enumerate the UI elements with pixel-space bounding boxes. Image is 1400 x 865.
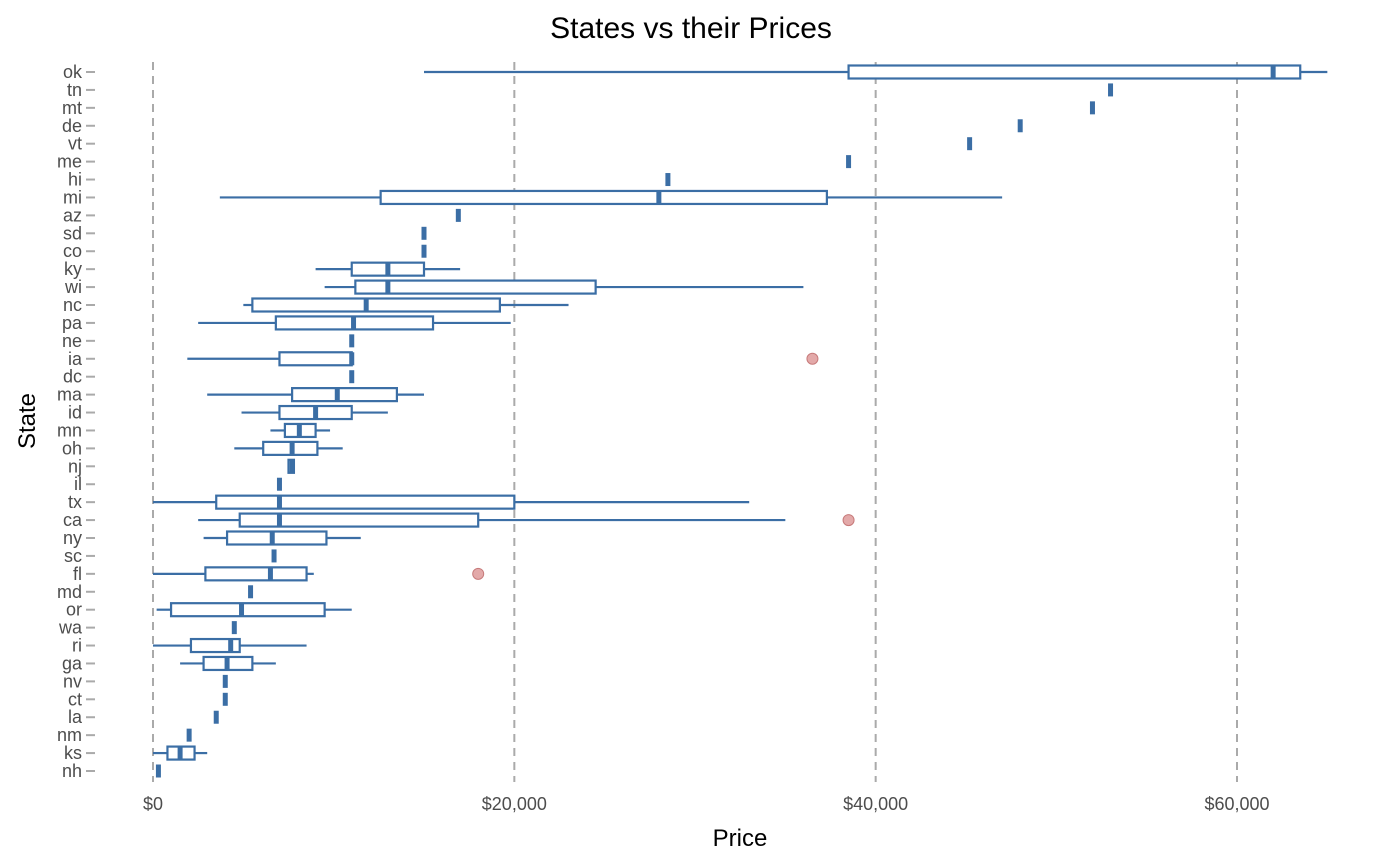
y-tick-label: fl [73, 564, 82, 584]
y-tick-label: az [63, 205, 82, 225]
box-iqr [379, 189, 828, 206]
y-tick-label: id [68, 403, 82, 423]
outlier-point [806, 352, 819, 365]
y-tick-label: wi [64, 277, 82, 297]
box-ga [180, 655, 276, 672]
box-series [153, 64, 1328, 778]
y-tick-label: tx [68, 492, 82, 512]
box-oh [234, 440, 343, 456]
y-tick-label: nc [63, 295, 82, 315]
box-iqr [225, 530, 328, 546]
x-tick-label: $60,000 [1204, 794, 1269, 814]
outlier-point [472, 567, 485, 580]
box-ok [424, 64, 1328, 80]
y-tick-label: ny [63, 528, 82, 548]
y-tick-label: md [57, 582, 82, 602]
y-tick-label: wa [58, 618, 83, 638]
y-tick-label: pa [62, 313, 83, 333]
box-ky [315, 261, 461, 277]
box-iqr [169, 602, 326, 618]
x-tick-label: $0 [143, 794, 163, 814]
y-tick-label: ky [64, 259, 82, 279]
y-tick-label: me [57, 152, 82, 172]
y-tick-label: mi [63, 187, 82, 207]
y-tick-label: sd [63, 223, 82, 243]
y-tick-label: nj [68, 456, 82, 476]
gridlines [152, 62, 1238, 782]
y-tick-label: ok [63, 62, 83, 82]
y-tick-label: ga [62, 653, 83, 673]
box-iqr [847, 64, 1302, 80]
box-ia [187, 351, 819, 367]
box-iqr [278, 351, 353, 367]
y-tick-label: vt [68, 134, 82, 154]
y-tick-label: ri [72, 636, 82, 656]
y-tick-label: ks [64, 743, 82, 763]
box-iqr [189, 637, 241, 654]
y-tick-label: ct [68, 689, 82, 709]
x-tick-label: $20,000 [482, 794, 547, 814]
box-mi [219, 189, 1003, 206]
box-ma [207, 387, 424, 403]
y-tick-label: ia [68, 349, 83, 369]
y-tick-label: ma [57, 385, 83, 405]
y-axis: oktnmtdevtmehimiazsdcokywincpaneiadcmaid… [57, 62, 95, 781]
box-tx [153, 494, 750, 510]
chart-title: States vs their Prices [550, 12, 832, 45]
x-tick-label: $40,000 [843, 794, 908, 814]
y-tick-label: de [62, 116, 82, 136]
box-wi [324, 279, 804, 295]
x-axis-title: Price [713, 825, 768, 852]
box-pa [198, 315, 511, 331]
y-tick-label: ne [62, 331, 82, 351]
box-iqr [291, 387, 399, 403]
box-fl [153, 566, 485, 582]
box-or [156, 602, 352, 618]
box-id [241, 404, 388, 421]
y-tick-label: oh [62, 438, 82, 458]
y-tick-label: or [66, 600, 82, 620]
y-tick-label: ca [63, 510, 83, 530]
y-tick-label: la [68, 707, 83, 727]
box-iqr [204, 566, 308, 582]
x-axis: $0 $20,000 $40,000 $60,000 [143, 794, 1270, 814]
box-iqr [238, 512, 480, 528]
box-ny [203, 530, 361, 546]
box-mn [270, 422, 331, 439]
y-tick-label: nm [57, 725, 82, 745]
y-tick-label: il [74, 474, 82, 494]
y-tick-label: co [63, 241, 82, 261]
y-tick-label: dc [63, 367, 82, 387]
y-tick-label: sc [64, 546, 82, 566]
y-tick-label: mt [62, 98, 82, 118]
box-ks [153, 745, 208, 761]
box-ri [153, 637, 307, 654]
y-tick-label: nv [63, 671, 82, 691]
outlier-point [842, 514, 855, 527]
y-tick-label: nh [62, 761, 82, 781]
y-axis-title: State [14, 393, 41, 449]
y-tick-label: tn [67, 80, 82, 100]
y-tick-label: mn [57, 420, 82, 440]
box-ca [198, 512, 855, 528]
box-iqr [354, 279, 597, 295]
box-iqr [215, 494, 516, 510]
box-nc [243, 297, 569, 313]
box-nj [287, 458, 296, 474]
box-iqr [251, 297, 501, 313]
y-tick-label: hi [68, 170, 82, 190]
